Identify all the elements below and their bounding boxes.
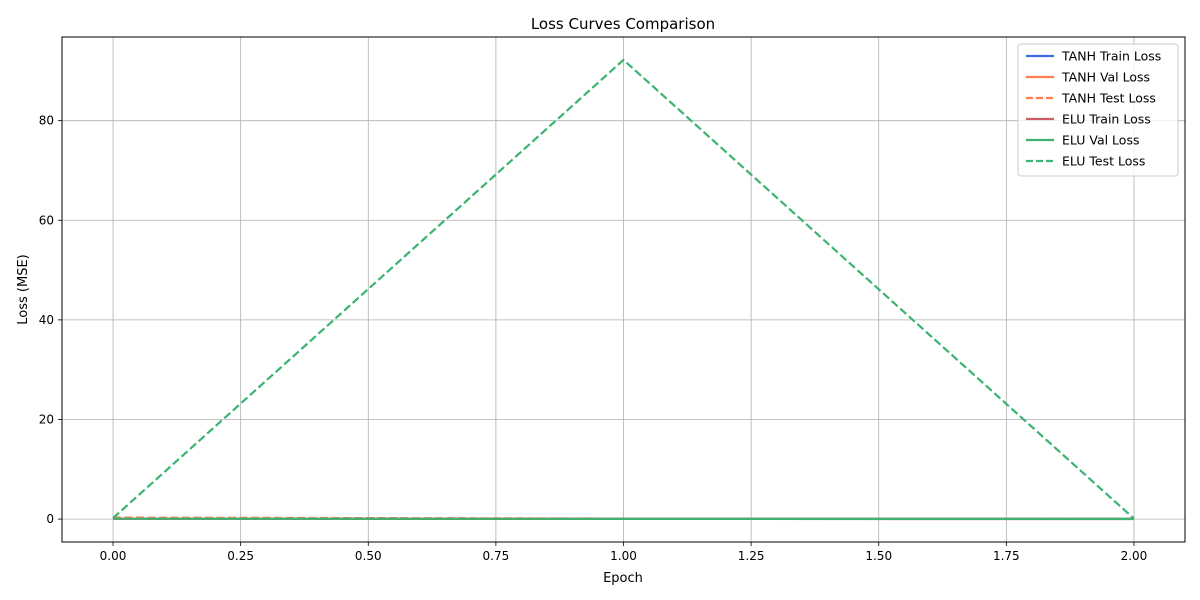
x-axis: 0.00 0.25 0.50 0.75 1.00 1.25 1.50 1.75 2.00 [100, 542, 1148, 563]
legend-label: TANH Val Loss [1061, 70, 1150, 85]
legend: TANH Train Loss TANH Val Loss TANH Test Lo… [1017, 43, 1179, 177]
y-axis-title: Loss (MSE) [16, 254, 31, 324]
legend-label: ELU Test Loss [1062, 154, 1145, 169]
y-tick-label: 60 [39, 213, 54, 227]
legend-label: ELU Val Loss [1062, 133, 1139, 148]
legend-label: TANH Train Loss [1061, 49, 1161, 64]
x-tick-label: 0.50 [355, 549, 382, 563]
legend-label: ELU Train Loss [1062, 112, 1151, 127]
x-tick-label: 0.25 [227, 549, 254, 563]
x-tick-label: 2.00 [1121, 549, 1148, 563]
y-tick-label: 0 [46, 512, 54, 526]
legend-box [1017, 43, 1179, 177]
x-tick-label: 0.75 [483, 549, 510, 563]
x-axis-title: Epoch [603, 571, 643, 586]
y-tick-label: 20 [39, 412, 54, 426]
legend-label: TANH Test Loss [1061, 91, 1156, 106]
series-line-elu-test-loss [112, 58, 1135, 520]
y-tick-label: 80 [39, 114, 54, 128]
x-tick-label: 0.00 [100, 549, 127, 563]
x-tick-label: 1.75 [993, 549, 1020, 563]
x-tick-label: 1.25 [738, 549, 765, 563]
chart-title: Loss Curves Comparison [531, 15, 715, 33]
x-tick-label: 1.00 [610, 549, 637, 563]
y-tick-label: 40 [39, 313, 54, 327]
y-axis: 0 20 40 60 80 [39, 114, 62, 526]
x-tick-label: 1.50 [865, 549, 892, 563]
series-lines [112, 58, 1135, 521]
